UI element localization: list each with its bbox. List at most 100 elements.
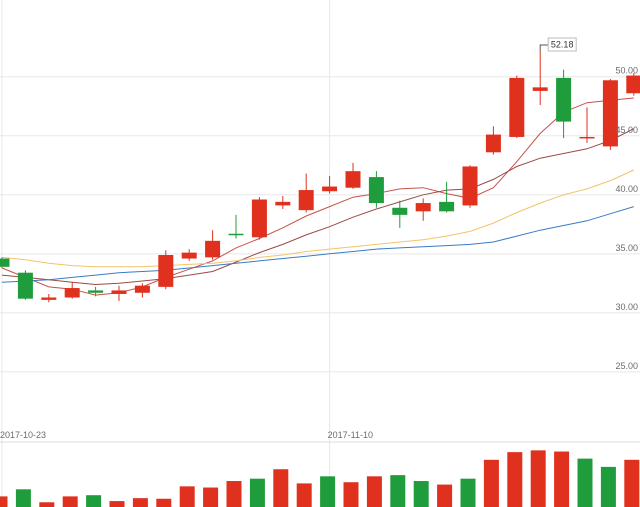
candle — [251, 197, 267, 240]
candle-body — [392, 207, 408, 215]
candle — [228, 214, 244, 239]
candle-body — [205, 240, 221, 258]
candle — [439, 181, 455, 213]
volume-chart — [0, 450, 640, 507]
candle-body — [111, 290, 127, 294]
candle-body — [626, 75, 640, 94]
x-tick-label: 2017-10-23 — [0, 430, 46, 440]
candle — [134, 283, 150, 298]
annotations: 52.18 — [539, 37, 577, 52]
volume-bar — [15, 489, 31, 507]
volume-bar — [600, 466, 616, 507]
candle — [111, 285, 127, 302]
candle-body — [439, 201, 455, 212]
candle — [556, 69, 572, 139]
volume-bar — [530, 450, 546, 507]
candle-body — [345, 171, 361, 188]
volume-bar — [460, 478, 476, 507]
max-price-marker: 52.18 — [539, 37, 577, 52]
candle — [415, 198, 431, 221]
candle-body — [485, 134, 501, 153]
candle-body — [17, 272, 33, 299]
volume-bar — [156, 498, 172, 507]
moving-averages — [1, 97, 635, 296]
x-axis-ticks: 2017-10-23 2017-11-10 — [0, 430, 373, 440]
volume-bar — [413, 481, 429, 507]
y-tick-label: 45.00 — [615, 125, 638, 135]
candle — [345, 162, 361, 189]
candle-body — [462, 166, 478, 206]
volume-bar — [62, 496, 78, 507]
candle-body — [64, 288, 80, 298]
candle — [462, 165, 478, 208]
candle — [532, 51, 548, 106]
volume-bar — [226, 481, 242, 507]
volume-bar — [132, 498, 148, 507]
volume-bar — [203, 487, 219, 507]
candle-body — [509, 77, 525, 137]
volume-bar — [39, 502, 55, 507]
candle-body — [602, 80, 618, 147]
candle-body — [134, 285, 150, 293]
candle — [0, 257, 10, 268]
volume-bar — [86, 495, 102, 507]
candle-body — [322, 186, 338, 192]
volume-bar — [390, 475, 406, 507]
candle — [602, 79, 618, 150]
candles — [0, 51, 640, 303]
max-price-label: 52.18 — [551, 40, 574, 50]
x-tick-label: 2017-11-10 — [328, 430, 373, 440]
volume-bar — [296, 483, 312, 507]
candle — [41, 293, 57, 303]
y-tick-label: 50.00 — [615, 66, 638, 76]
candle — [392, 200, 408, 228]
volume-bar — [624, 459, 640, 507]
candle-body — [181, 252, 197, 259]
candle — [368, 171, 384, 208]
max-price-box — [547, 37, 577, 52]
candle — [579, 107, 595, 143]
volume-bar — [366, 476, 382, 507]
candle-body — [415, 203, 431, 212]
volume-bar — [483, 459, 499, 507]
volume-bar — [109, 501, 125, 507]
candle — [509, 75, 525, 139]
candle-body — [228, 233, 244, 236]
volume-bar — [273, 469, 289, 507]
candle-body — [368, 177, 384, 204]
volume-bar — [249, 478, 265, 507]
volume-bar — [554, 451, 570, 507]
candle-body — [298, 190, 314, 211]
candle-body — [275, 201, 291, 206]
candle-body — [532, 87, 548, 91]
candle — [88, 286, 104, 297]
candle-body — [88, 290, 104, 293]
candle — [626, 73, 640, 96]
candle-body — [158, 255, 174, 287]
candle — [322, 175, 338, 194]
candle — [205, 230, 221, 260]
candle-body — [251, 199, 267, 238]
candle — [298, 173, 314, 213]
y-tick-label: 25.00 — [615, 361, 638, 371]
volume-bar — [437, 484, 453, 507]
y-tick-label: 40.00 — [615, 184, 638, 194]
candle — [181, 249, 197, 261]
candle-body — [41, 297, 57, 300]
volume-bar — [320, 476, 336, 507]
candle-body — [556, 77, 572, 122]
volume-bar — [0, 496, 8, 507]
volume-bar — [179, 486, 195, 507]
y-tick-label: 30.00 — [615, 302, 638, 312]
candle-body — [0, 258, 10, 267]
moving-average-ma5 — [1, 97, 634, 296]
candle — [275, 195, 291, 209]
volume-bar — [343, 482, 359, 507]
candle — [158, 250, 174, 290]
y-axis-ticks: 25.00 30.00 35.00 40.00 45.00 50.00 — [615, 66, 638, 371]
y-tick-label: 35.00 — [615, 243, 638, 253]
moving-average-ma10 — [1, 128, 635, 286]
max-price-leader — [539, 44, 549, 51]
